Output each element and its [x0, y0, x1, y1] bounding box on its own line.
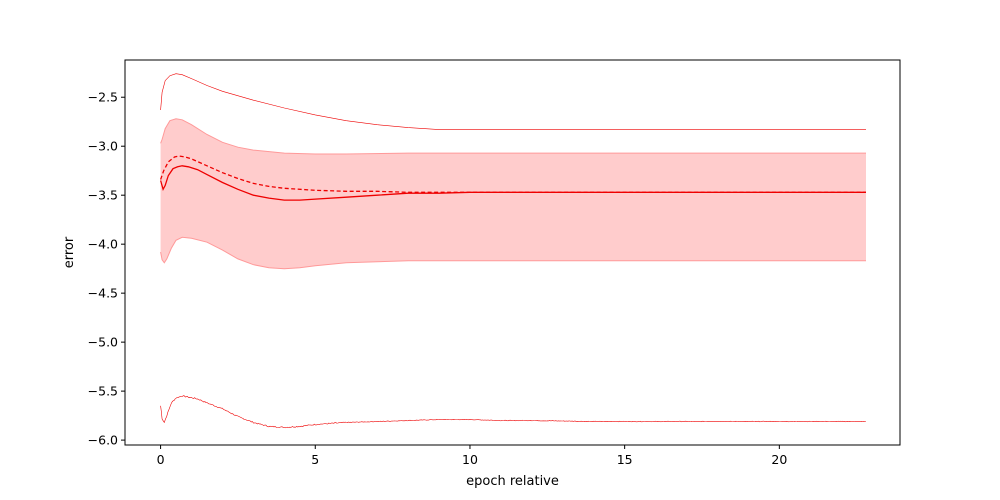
lower-envelope-line [160, 395, 866, 429]
y-tick-label: −3.0 [88, 139, 118, 154]
plot-area [159, 73, 867, 429]
y-tick-label: −5.0 [88, 335, 118, 350]
band-upper-edge [160, 118, 866, 155]
y-tick-label: −5.5 [88, 384, 118, 399]
x-tick-label: 15 [617, 452, 633, 467]
x-tick-label: 10 [462, 452, 478, 467]
y-axis-label: error [62, 236, 77, 268]
x-tick-label: 0 [157, 452, 165, 467]
y-tick-label: −3.5 [88, 188, 118, 203]
y-tick-label: −4.5 [88, 286, 118, 301]
upper-envelope-line [160, 73, 866, 130]
series-lines [159, 73, 866, 429]
confidence-band [160, 118, 867, 269]
x-axis-label: epoch relative [466, 474, 559, 489]
y-tick-label: −2.5 [88, 90, 118, 105]
band-lower-edge [160, 236, 866, 270]
y-tick-label: −6.0 [88, 433, 118, 448]
axes-frame [124, 59, 901, 446]
x-tick-label: 5 [311, 452, 319, 467]
dashed-series-line [159, 155, 866, 193]
x-axis-ticks: 0 5 10 15 20 [157, 445, 787, 467]
y-tick-label: −4.0 [88, 237, 118, 252]
solid-series-line [159, 165, 866, 201]
y-axis-ticks: −6.0 −5.5 −5.0 −4.5 −4.0 −3.5 −3.0 −2.5 [88, 90, 125, 448]
x-tick-label: 20 [771, 452, 787, 467]
